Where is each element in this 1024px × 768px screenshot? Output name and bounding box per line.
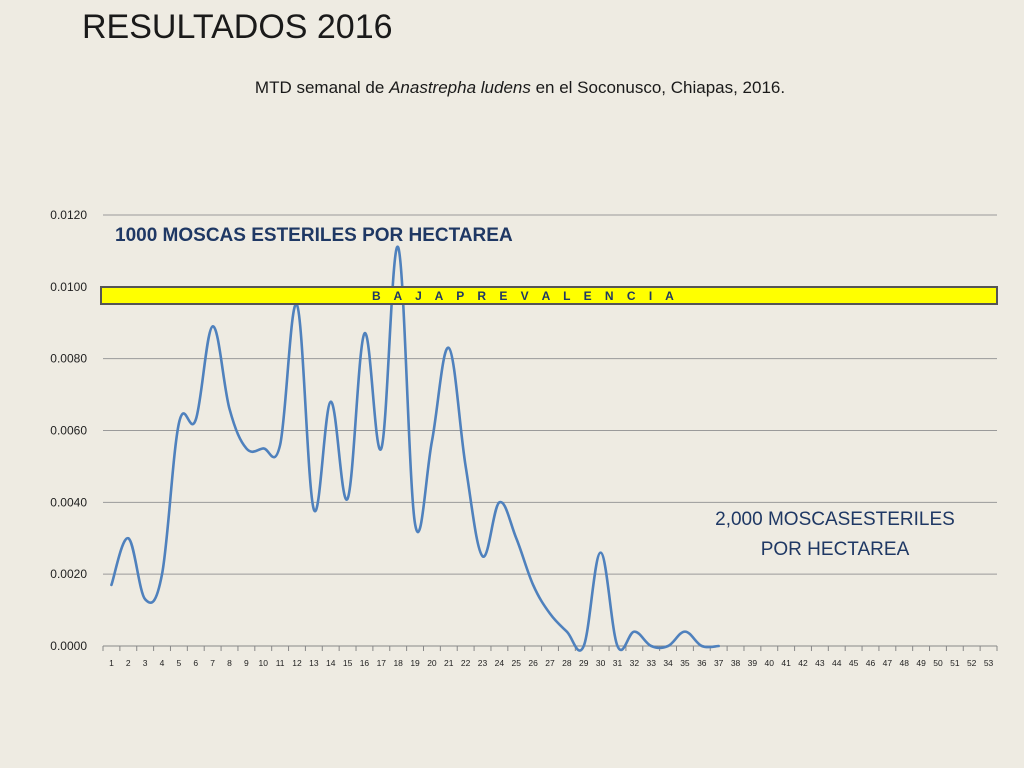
x-tick-label: 53: [984, 658, 994, 668]
y-tick-label: 0.0100: [50, 280, 87, 294]
x-tick-label: 26: [528, 658, 538, 668]
x-tick-label: 45: [849, 658, 859, 668]
y-tick-label: 0.0120: [50, 208, 87, 222]
x-tick-label: 28: [562, 658, 572, 668]
x-tick-label: 20: [427, 658, 437, 668]
annotation-1000-flies: 1000 MOSCAS ESTERILES POR HECTAREA: [115, 225, 513, 246]
x-tick-label: 32: [630, 658, 640, 668]
series-line: [110, 245, 720, 652]
x-tick-label: 44: [832, 658, 842, 668]
x-tick-label: 21: [444, 658, 454, 668]
chart-title-prefix: MTD semanal de: [254, 78, 390, 97]
x-tick-label: 39: [748, 658, 758, 668]
low-prevalence-banner: B A J A P R E V A L E N C I A: [100, 286, 998, 305]
y-tick-label: 0.0040: [50, 495, 87, 509]
x-tick-label: 51: [950, 658, 960, 668]
x-tick-label: 43: [815, 658, 825, 668]
x-tick-label: 31: [613, 658, 623, 668]
x-tick-label: 47: [883, 658, 893, 668]
x-axis: 1 2 3 4 5 6 7 8 9 10 11 12 13 14 15 16 17 18 19 20 21 22 23 24 2…: [102, 646, 998, 668]
annotation-2000-line2: POR HECTAREA: [760, 539, 910, 560]
series-layer: [110, 245, 720, 652]
x-tick-label: 5: [177, 658, 182, 668]
x-tick-label: 13: [309, 658, 319, 668]
x-tick-label: 19: [410, 658, 420, 668]
annotation-2000-flies: 2,000 MOSCASESTERILES POR HECTAREA: [690, 505, 980, 565]
x-tick-label: 22: [461, 658, 471, 668]
x-tick-label: 24: [495, 658, 505, 668]
x-tick-label: 49: [916, 658, 926, 668]
chart-title: MTD semanal de Anastrepha ludens en el S…: [0, 78, 1024, 98]
x-tick-label: 12: [292, 658, 302, 668]
x-tick-label: 2: [126, 658, 131, 668]
x-tick-label: 52: [967, 658, 977, 668]
x-tick-label: 3: [143, 658, 148, 668]
y-tick-label: 0.0060: [50, 424, 87, 438]
x-tick-label: 11: [276, 658, 285, 668]
x-tick-label: 41: [781, 658, 791, 668]
slide-title: RESULTADOS 2016: [82, 8, 393, 46]
x-tick-label: 30: [596, 658, 606, 668]
chart-title-species: Anastrepha ludens: [389, 78, 531, 97]
y-tick-label: 0.0000: [50, 639, 87, 653]
x-tick-label: 35: [680, 658, 690, 668]
x-tick-label: 1: [109, 658, 114, 668]
x-tick-label: 29: [579, 658, 589, 668]
x-tick-label: 23: [478, 658, 488, 668]
x-tick-label: 42: [798, 658, 808, 668]
x-tick-label: 37: [714, 658, 724, 668]
x-tick-label: 8: [227, 658, 232, 668]
x-tick-label: 46: [866, 658, 876, 668]
y-axis: 0.0000 0.0020 0.0040 0.0060 0.0080 0.0100 0.01…: [50, 208, 87, 653]
x-tick-label: 36: [697, 658, 707, 668]
x-tick-label: 40: [765, 658, 775, 668]
annotation-2000-line1: 2,000 MOSCASESTERILES: [715, 509, 955, 530]
x-tick-label: 15: [343, 658, 353, 668]
low-prevalence-label: B A J A P R E V A L E N C I A: [372, 289, 679, 303]
x-tick-label: 18: [393, 658, 403, 668]
x-tick-label: 14: [326, 658, 336, 668]
x-tick-label: 25: [512, 658, 522, 668]
y-tick-label: 0.0020: [50, 567, 87, 581]
x-tick-label: 7: [210, 658, 215, 668]
x-tick-label: 10: [259, 658, 269, 668]
x-tick-label: 9: [244, 658, 249, 668]
x-tick-label: 27: [545, 658, 555, 668]
x-tick-label: 33: [646, 658, 656, 668]
x-tick-label: 50: [933, 658, 943, 668]
x-tick-label: 38: [731, 658, 741, 668]
x-tick-label: 16: [360, 658, 370, 668]
x-tick-label: 4: [160, 658, 165, 668]
x-tick-label: 48: [899, 658, 909, 668]
chart-title-suffix: en el Soconusco, Chiapas, 2016.: [530, 78, 786, 97]
x-tick-label: 6: [193, 658, 198, 668]
x-tick-label: 17: [377, 658, 387, 668]
y-tick-label: 0.0080: [50, 352, 87, 366]
x-tick-label: 34: [663, 658, 673, 668]
